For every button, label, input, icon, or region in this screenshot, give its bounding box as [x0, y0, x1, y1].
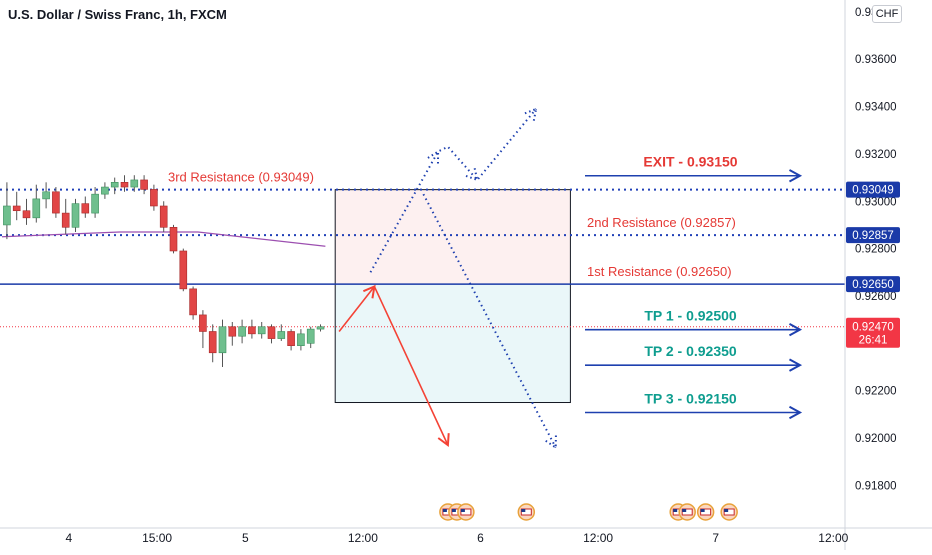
target-label: TP 2 - 0.92350: [644, 343, 737, 359]
price-tick-label: 0.92000: [855, 433, 897, 445]
candle-body: [277, 331, 286, 339]
flag-canton: [442, 509, 447, 512]
candle-body: [22, 210, 31, 219]
zone-risk: [335, 189, 571, 285]
zone-outline: [334, 189, 571, 404]
flag-canton: [460, 509, 465, 512]
candle-body: [61, 212, 70, 228]
current-price-badge: [846, 317, 900, 348]
time-tick-label: 15:00: [142, 531, 172, 545]
target-arrow-head: [788, 358, 803, 372]
level-price-badge-label: 0.92650: [852, 279, 894, 291]
level-label: 1st Resistance (0.92650): [587, 264, 732, 279]
price-tick-label: 0.93600: [855, 54, 897, 66]
countdown-label: 26:41: [859, 335, 888, 347]
level-price-badge-label: 0.92857: [852, 230, 894, 242]
time-tick-label: 4: [66, 531, 73, 545]
candle-body: [287, 331, 295, 346]
price-tick-label: 0.92800: [855, 244, 897, 256]
candle-body: [218, 326, 227, 354]
time-tick-label: 12:00: [818, 531, 848, 545]
candle-body: [159, 205, 168, 228]
target-arrow-head: [788, 169, 803, 183]
price-tick-label: 0.93000: [855, 196, 897, 208]
price-tick-label: 0.92200: [855, 386, 897, 398]
price-tick-label: 0.93200: [855, 149, 897, 161]
price-tick-label: 0.92600: [855, 291, 897, 303]
candle-body: [238, 326, 246, 337]
candle-body: [91, 193, 99, 214]
chart-title: U.S. Dollar / Swiss Franc, 1h, FXCM: [8, 7, 227, 22]
candle-body: [199, 314, 207, 332]
candle-body: [179, 250, 188, 290]
level-label: 2nd Resistance (0.92857): [587, 215, 736, 230]
candle-body: [32, 198, 41, 219]
flag-canton: [673, 509, 678, 512]
price-tick-label: 0.93400: [855, 102, 897, 114]
candle-body: [267, 326, 276, 339]
flag-canton: [724, 509, 729, 512]
flag-canton: [700, 509, 705, 512]
projection-red-head-mid: [362, 284, 376, 299]
candle-body: [150, 189, 158, 207]
candle-body: [140, 179, 148, 190]
price-tick-label: 0.91800: [855, 480, 897, 492]
candle-body: [120, 182, 129, 188]
price-axis: [845, 0, 932, 550]
flag-canton: [521, 509, 526, 512]
time-tick-label: 12:00: [583, 531, 613, 545]
target-arrow-head: [788, 323, 803, 337]
level-price-badge: [846, 181, 900, 198]
candle-body: [110, 182, 119, 188]
flag-canton: [451, 509, 456, 512]
level-price-badge: [846, 276, 900, 293]
candle-body: [3, 205, 11, 226]
target-label: EXIT - 0.93150: [643, 154, 737, 170]
candle-body: [101, 186, 109, 195]
candle-body: [42, 191, 50, 200]
flag-canton: [682, 509, 687, 512]
candle-body: [257, 326, 266, 335]
candle-body: [306, 328, 315, 344]
level-price-badge: [846, 227, 900, 244]
target-label: TP 3 - 0.92150: [644, 391, 737, 407]
target-label: TP 1 - 0.92500: [644, 308, 737, 324]
candle-body: [248, 326, 256, 335]
time-tick-label: 5: [242, 531, 249, 545]
target-arrow-head: [788, 405, 803, 420]
candle-body: [316, 326, 325, 330]
candle-body: [208, 331, 217, 354]
moving-average-line: [1, 231, 326, 247]
candle-body: [189, 288, 197, 316]
candle-body: [12, 205, 21, 212]
currency-button[interactable]: CHF: [872, 5, 902, 23]
zone-reward: [335, 284, 571, 403]
candle-body: [297, 333, 305, 346]
candle-body: [52, 191, 60, 214]
level-price-badge-label: 0.93049: [852, 185, 894, 197]
candle-body: [228, 326, 237, 337]
level-label: 3rd Resistance (0.93049): [168, 170, 314, 185]
candle-body: [130, 179, 139, 188]
time-tick-label: 6: [477, 531, 484, 545]
projection-red-head-end: [437, 433, 450, 448]
time-tick-label: 7: [712, 531, 719, 545]
candle-body: [71, 203, 80, 228]
current-price-label: 0.92470: [852, 322, 894, 334]
candle-body: [81, 203, 90, 214]
time-tick-label: 12:00: [348, 531, 378, 545]
candle-body: [169, 227, 178, 252]
